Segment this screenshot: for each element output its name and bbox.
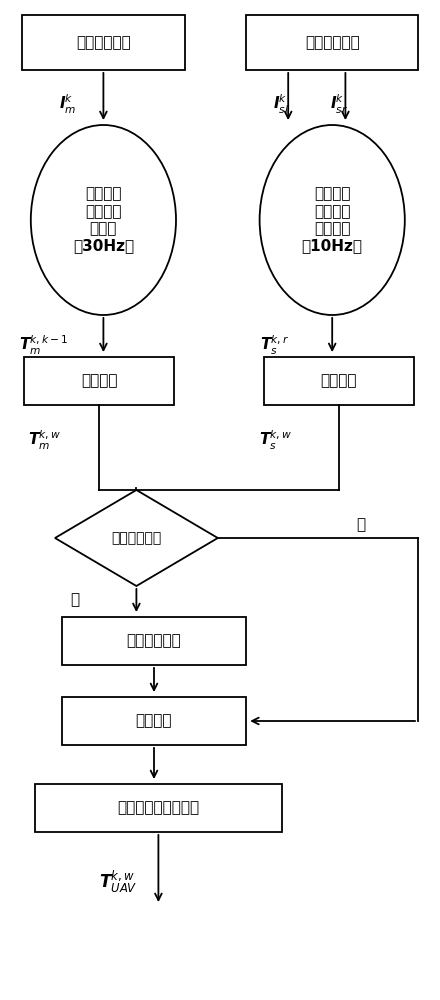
FancyBboxPatch shape — [62, 697, 246, 745]
Text: $\boldsymbol{T}_s^{k,w}$: $\boldsymbol{T}_s^{k,w}$ — [259, 428, 291, 452]
FancyBboxPatch shape — [35, 784, 282, 832]
Text: $\boldsymbol{I}_{sr}^k$: $\boldsymbol{I}_{sr}^k$ — [330, 92, 348, 116]
FancyBboxPatch shape — [62, 617, 246, 665]
Text: 基于直接
法的视觉
里程计
（30Hz）: 基于直接 法的视觉 里程计 （30Hz） — [73, 186, 134, 254]
Text: 基于特征
点法的视
觉里程计
（10Hz）: 基于特征 点法的视 觉里程计 （10Hz） — [302, 186, 363, 254]
Text: $\boldsymbol{T}_s^{k,r}$: $\boldsymbol{T}_s^{k,r}$ — [260, 333, 290, 357]
FancyBboxPatch shape — [22, 15, 185, 70]
Text: 位姿叠加: 位姿叠加 — [81, 373, 117, 388]
Ellipse shape — [31, 125, 176, 315]
Text: 前视双目相机: 前视双目相机 — [305, 35, 359, 50]
Ellipse shape — [260, 125, 405, 315]
Text: 确定尺度因子: 确定尺度因子 — [127, 634, 181, 648]
Text: 尺度初始化？: 尺度初始化？ — [111, 531, 161, 545]
Text: 获取无人机实时位姿: 获取无人机实时位姿 — [117, 800, 199, 816]
Text: 位姿矫正: 位姿矫正 — [136, 714, 172, 728]
Text: 俯视单目相机: 俯视单目相机 — [76, 35, 131, 50]
FancyBboxPatch shape — [24, 357, 174, 405]
Text: $\boldsymbol{T}_m^{k,k-1}$: $\boldsymbol{T}_m^{k,k-1}$ — [19, 333, 69, 357]
Text: $\boldsymbol{T}_m^{k,w}$: $\boldsymbol{T}_m^{k,w}$ — [28, 428, 60, 452]
FancyBboxPatch shape — [264, 357, 414, 405]
Text: $\boldsymbol{I}_{sl}^k$: $\boldsymbol{I}_{sl}^k$ — [273, 92, 290, 116]
FancyBboxPatch shape — [246, 15, 418, 70]
Text: $\boldsymbol{T}_{UAV}^{k,w}$: $\boldsymbol{T}_{UAV}^{k,w}$ — [99, 869, 138, 895]
Polygon shape — [55, 490, 218, 586]
Text: $\boldsymbol{I}_m^k$: $\boldsymbol{I}_m^k$ — [59, 92, 77, 116]
Text: 是: 是 — [356, 518, 365, 532]
Text: 否: 否 — [70, 592, 79, 607]
Text: 位姿叠加: 位姿叠加 — [321, 373, 357, 388]
